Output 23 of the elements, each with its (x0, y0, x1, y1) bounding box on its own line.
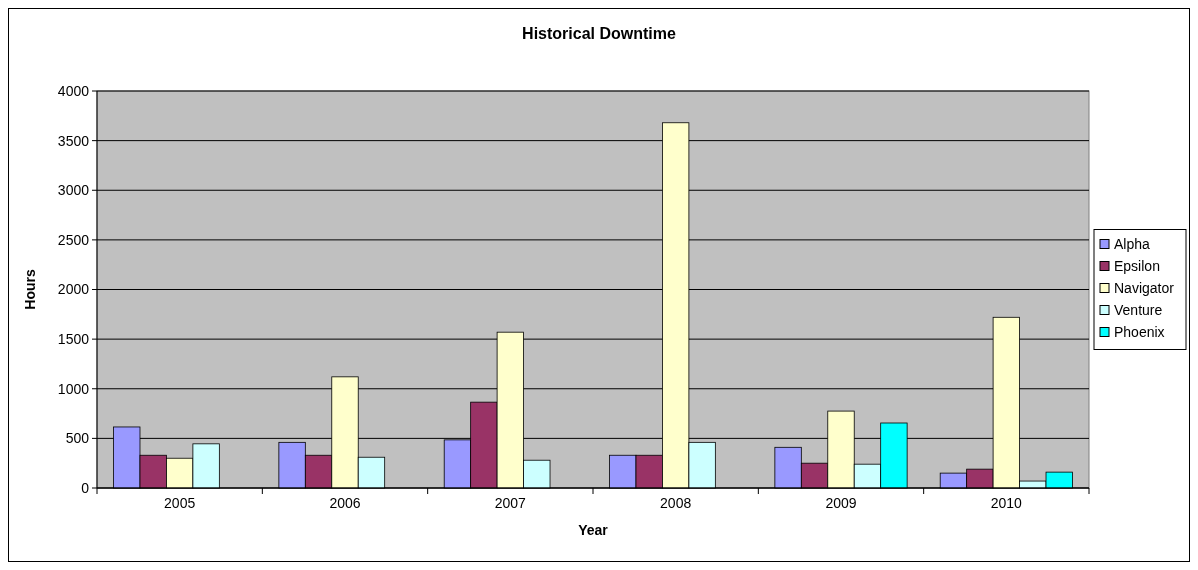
legend-label: Venture (1114, 302, 1163, 319)
x-axis-title: Year (578, 522, 609, 538)
x-tick-label: 2010 (990, 495, 1023, 511)
x-tick-label: 2005 (164, 495, 196, 511)
x-tick-label: 2008 (660, 495, 692, 511)
legend-label: Alpha (1114, 236, 1151, 253)
y-tick-label: 4000 (57, 82, 90, 99)
x-tick-label: 2007 (494, 495, 527, 511)
legend-label: Phoenix (1114, 324, 1165, 341)
y-tick-label: 1500 (57, 331, 90, 348)
chart-title: Historical Downtime (522, 25, 676, 42)
y-tick-label: 2000 (57, 281, 90, 298)
y-tick-label: 3000 (57, 182, 90, 199)
y-tick-label: 1000 (57, 380, 90, 397)
y-axis-title: Hours (22, 269, 38, 310)
y-tick-label: 2500 (57, 231, 90, 248)
x-tick-label: 2006 (329, 495, 361, 511)
legend-label: Epsilon (1114, 258, 1160, 275)
x-tick-label: 2009 (825, 495, 857, 511)
y-tick-label: 500 (65, 430, 90, 447)
legend-label: Navigator (1114, 280, 1175, 297)
y-tick-label: 0 (81, 479, 90, 496)
y-tick-label: 3500 (57, 132, 90, 149)
